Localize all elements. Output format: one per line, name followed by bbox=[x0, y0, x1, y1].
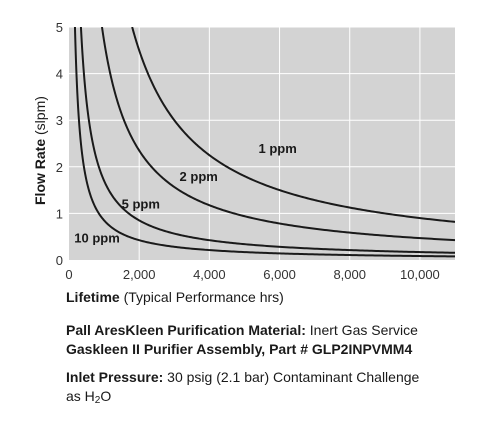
curves bbox=[73, 27, 455, 258]
y-tick-label: 3 bbox=[56, 113, 63, 128]
caption-material-label: Pall AresKleen Purification Material: bbox=[66, 322, 306, 338]
y-axis-label-unit: (slpm) bbox=[32, 96, 48, 139]
series-label: 10 ppm bbox=[74, 230, 120, 245]
series-label: 5 ppm bbox=[122, 197, 160, 212]
series-label: 1 ppm bbox=[258, 141, 296, 156]
x-tick-label: 2,000 bbox=[123, 267, 156, 282]
curve-2-ppm bbox=[100, 27, 455, 242]
x-tick-label: 8,000 bbox=[333, 267, 366, 282]
y-tick-label: 2 bbox=[56, 160, 63, 175]
x-tick-label: 6,000 bbox=[263, 267, 296, 282]
series-label: 2 ppm bbox=[180, 169, 218, 184]
caption-contaminant: as H2O bbox=[66, 387, 111, 410]
x-tick-label: 0 bbox=[65, 267, 72, 282]
x-axis-label-unit: (Typical Performance hrs) bbox=[119, 289, 284, 305]
y-tick-label: 0 bbox=[56, 253, 63, 268]
x-tick-label: 10,000 bbox=[400, 267, 440, 282]
caption-pressure-value: 30 psig (2.1 bar) Contaminant Challenge bbox=[163, 369, 420, 385]
caption-pressure: Inlet Pressure: 30 psig (2.1 bar) Contam… bbox=[66, 368, 419, 387]
y-tick-labels: 0 1 2 3 4 5 bbox=[56, 20, 63, 268]
caption-material: Pall AresKleen Purification Material: In… bbox=[66, 321, 418, 340]
caption-material-value: Inert Gas Service bbox=[305, 322, 418, 338]
curve-5-ppm bbox=[79, 27, 455, 254]
x-axis-label-main: Lifetime bbox=[66, 289, 120, 305]
curve-10-ppm bbox=[73, 27, 455, 258]
y-tick-label: 5 bbox=[56, 20, 63, 35]
flow-rate-chart: 0 1 2 3 4 5 0 2,000 4,000 6,000 8,000 10,000 1 ppm… bbox=[32, 20, 455, 282]
x-axis-label: Lifetime (Typical Performance hrs) bbox=[66, 289, 284, 305]
curve-1-ppm bbox=[131, 27, 455, 223]
caption-contaminant-subscript: 2 bbox=[94, 395, 101, 406]
y-tick-label: 4 bbox=[56, 67, 63, 82]
caption-contaminant-prefix: as H bbox=[66, 388, 95, 404]
caption-contaminant-suffix: O bbox=[100, 388, 112, 404]
y-tick-label: 1 bbox=[56, 206, 63, 221]
caption-pressure-label: Inlet Pressure: bbox=[66, 369, 164, 385]
y-axis-label-main: Flow Rate bbox=[32, 139, 48, 205]
x-tick-label: 4,000 bbox=[193, 267, 226, 282]
y-axis-label: Flow Rate (slpm) bbox=[32, 96, 48, 205]
grid-lines bbox=[69, 26, 455, 260]
series-labels: 1 ppm 2 ppm 5 ppm 10 ppm bbox=[74, 141, 297, 245]
x-tick-labels: 0 2,000 4,000 6,000 8,000 10,000 bbox=[65, 267, 439, 282]
caption-assembly: Gaskleen II Purifier Assembly, Part # GL… bbox=[66, 341, 413, 357]
